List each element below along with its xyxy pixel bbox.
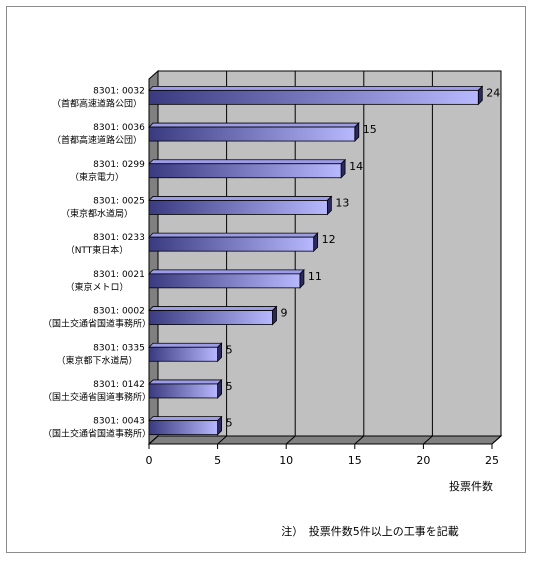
bar-top	[148, 159, 347, 165]
plot-floor	[147, 435, 503, 445]
category-name-label: （首都高速道路公団）	[52, 97, 142, 109]
x-tick-label: 0	[146, 454, 153, 467]
category-code-label: 8301: 0036	[93, 123, 145, 133]
x-tick-label: 25	[485, 454, 499, 467]
bar-value-label: 5	[226, 417, 233, 430]
category-code-label: 8301: 0335	[93, 343, 145, 353]
bar-top	[148, 85, 484, 91]
category-name-label: （東京メトロ）	[65, 281, 128, 293]
gridline-floor	[423, 435, 433, 445]
chart-frame: 0 5 10 15 20 25 24 8301: 0032 （首都高速道路公団） 15 8301: …	[6, 6, 526, 553]
category-code-label: 8301: 0299	[93, 160, 145, 170]
category-name-label: （国土交通省国道事務所）	[43, 318, 151, 330]
bar-top	[148, 122, 360, 128]
category-code-label: 8301: 0021	[93, 270, 145, 280]
x-tick-label: 15	[348, 454, 362, 467]
category-code-label: 8301: 0025	[93, 196, 145, 206]
category-name-label: （国土交通省国道事務所）	[43, 391, 151, 403]
category-name-label: （首都高速道路公団）	[52, 134, 142, 146]
bar-top	[148, 232, 319, 238]
bar-value-label: 5	[226, 343, 233, 356]
bar	[148, 310, 273, 325]
bar	[148, 163, 342, 179]
bar-top	[148, 196, 333, 201]
category-code-label: 8301: 0233	[93, 233, 145, 243]
bar-top	[148, 342, 223, 348]
category-name-label: （東京電力）	[70, 171, 124, 183]
bar	[148, 236, 315, 252]
bar	[148, 273, 301, 289]
bar-value-label: 13	[335, 196, 349, 209]
category-code-label: 8301: 0032	[93, 86, 145, 96]
gridline-floor	[285, 435, 296, 445]
bar-value-label: 5	[226, 380, 233, 393]
category-name-label: （国土交通省国道事務所）	[43, 428, 151, 440]
x-axis-title: 投票件数	[449, 479, 493, 493]
bar	[148, 200, 328, 215]
bar	[148, 126, 356, 142]
bar	[148, 346, 218, 362]
bar-value-label: 24	[486, 86, 500, 99]
bar-value-label: 15	[363, 123, 377, 136]
bar-top	[148, 416, 223, 422]
x-tick-label: 20	[416, 454, 430, 467]
footnote: 注） 投票件数5件以上の工事を記載	[281, 524, 459, 538]
gridline-floor	[148, 435, 159, 445]
bar	[148, 420, 218, 436]
gridline-floor	[354, 435, 365, 445]
bar	[148, 383, 218, 399]
category-code-label: 8301: 0002	[93, 307, 145, 317]
category-code-label: 8301: 0043	[93, 417, 145, 427]
bar-value-label: 14	[349, 160, 363, 173]
category-name-label: （NTT東日本）	[66, 244, 129, 256]
bar	[148, 89, 479, 105]
category-code-label: 8301: 0142	[93, 380, 145, 390]
bar-top	[148, 379, 223, 385]
x-tick-label: 5	[214, 454, 221, 467]
bar-top	[148, 269, 305, 275]
bar-value-label: 9	[280, 307, 287, 320]
gridline-floor	[217, 435, 227, 445]
bar-top	[148, 306, 278, 311]
bar-value-label: 11	[308, 270, 322, 283]
category-name-label: （東京都水道局）	[61, 207, 133, 219]
category-name-label: （東京都下水道局）	[56, 354, 137, 366]
x-tick-label: 10	[279, 454, 293, 467]
bar-value-label: 12	[322, 233, 336, 246]
gridline-floor	[491, 435, 502, 445]
